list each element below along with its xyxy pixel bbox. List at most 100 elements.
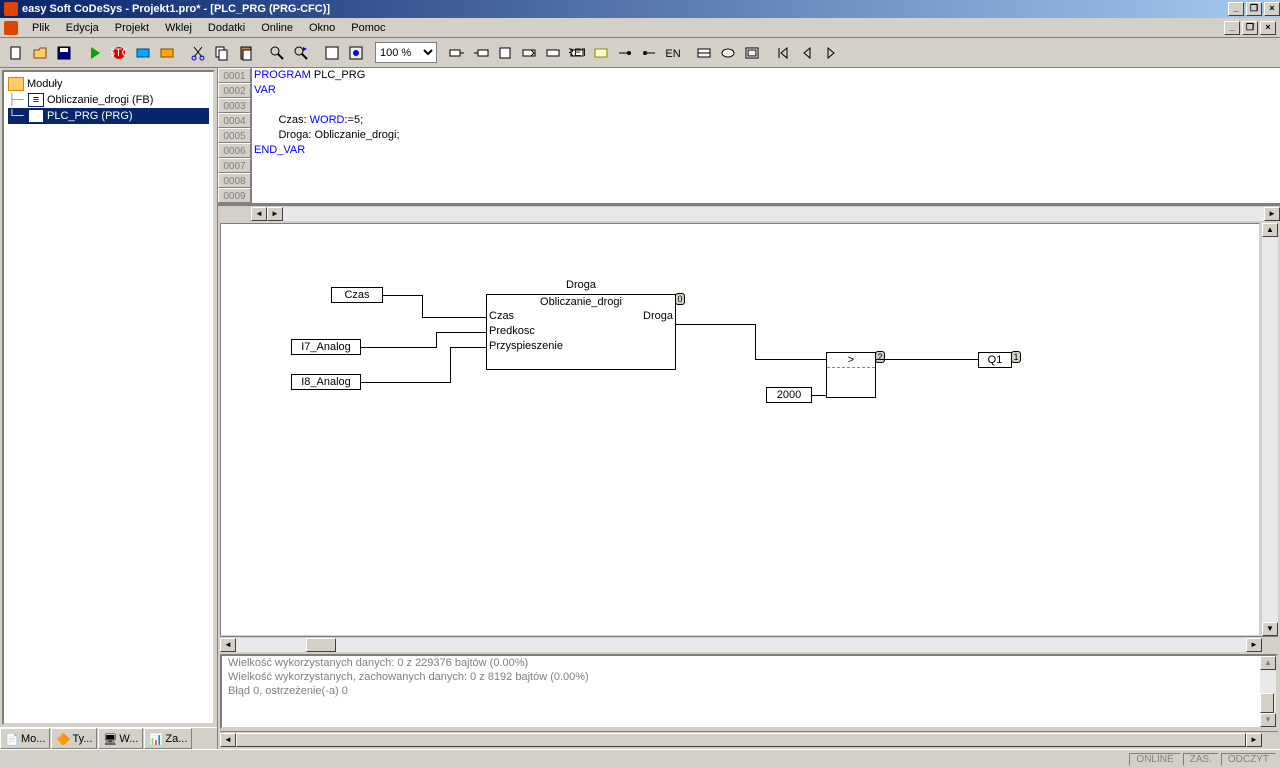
- statusbar: ONLINE ZAS. ODCZYT: [0, 749, 1280, 768]
- tree-item-prg[interactable]: └─ ≡ PLC_PRG (PRG): [8, 108, 209, 124]
- close-button[interactable]: ×: [1264, 2, 1280, 16]
- open-button[interactable]: [28, 42, 51, 64]
- menu-okno[interactable]: Okno: [301, 20, 343, 36]
- scroll-left-button[interactable]: ◄: [220, 638, 236, 652]
- folder-icon: [8, 77, 24, 91]
- fb-seq-2: 2: [875, 351, 885, 363]
- titlebar: easy Soft CoDeSys - Projekt1.pro* - [PLC…: [0, 0, 1280, 18]
- cfc-const-2000[interactable]: 2000: [766, 387, 812, 403]
- cfc-fb-droga[interactable]: Droga 0 Obliczanie_drogi Czas Predkosc P…: [486, 294, 676, 370]
- cfc-input-i7[interactable]: I7_Analog: [291, 339, 361, 355]
- scroll-right2-button[interactable]: ►: [1264, 207, 1280, 221]
- scroll-up-button[interactable]: ▲: [1262, 223, 1278, 237]
- scroll-left-button[interactable]: ◄: [220, 733, 236, 747]
- svg-text:EN: EN: [665, 48, 680, 60]
- stop-button[interactable]: STO: [107, 42, 130, 64]
- cfc-canvas[interactable]: Czas I7_Analog I8_Analog Droga 0 Oblicza…: [220, 223, 1260, 636]
- scroll-down-button[interactable]: ▼: [1260, 713, 1276, 727]
- tree-root-label: Moduły: [27, 78, 62, 90]
- scroll-right-button[interactable]: ►: [267, 207, 283, 221]
- scroll-up-button[interactable]: ▲: [1260, 656, 1276, 670]
- cfc-comment-button[interactable]: [589, 42, 612, 64]
- run-button[interactable]: [83, 42, 106, 64]
- cfc-input-i8[interactable]: I8_Analog: [291, 374, 361, 390]
- cfc-jump-button[interactable]: [517, 42, 540, 64]
- nav-first-button[interactable]: [771, 42, 794, 64]
- code-text[interactable]: PROGRAM PLC_PRG VAR Czas: WORD:=5; Droga…: [252, 68, 1280, 203]
- svg-text:STO: STO: [111, 47, 127, 59]
- menubar: Plik Edycja Projekt Wklej Dodatki Online…: [0, 18, 1280, 38]
- canvas-hscrollbar[interactable]: ◄ ►: [220, 636, 1278, 652]
- cfc-label-button[interactable]: [541, 42, 564, 64]
- canvas-vscrollbar[interactable]: ▲ ▼: [1262, 223, 1278, 636]
- login-button[interactable]: [131, 42, 154, 64]
- sidebar-tab-modules[interactable]: 📄Mo...: [0, 728, 50, 749]
- tree-item-label: Obliczanie_drogi (FB): [47, 94, 153, 106]
- menubar-app-icon: [4, 21, 18, 35]
- scroll-right-button[interactable]: ►: [1246, 638, 1262, 652]
- cfc-neg-button[interactable]: EN: [661, 42, 684, 64]
- cfc-output-button[interactable]: [469, 42, 492, 64]
- modules-icon: 📄: [5, 733, 19, 745]
- scroll-left-button[interactable]: ◄: [251, 207, 267, 221]
- sidebar-tab-resources[interactable]: 📊Za...: [144, 728, 192, 749]
- mdi-minimize-button[interactable]: _: [1224, 21, 1240, 35]
- menu-pomoc[interactable]: Pomoc: [343, 20, 393, 36]
- cfc-set-button[interactable]: [692, 42, 715, 64]
- tool-b-button[interactable]: [344, 42, 367, 64]
- menu-online[interactable]: Online: [253, 20, 301, 36]
- sidebar-tab-visual[interactable]: 🖥W...: [98, 728, 143, 749]
- menu-wklej[interactable]: Wklej: [157, 20, 200, 36]
- tool-a-button[interactable]: [320, 42, 343, 64]
- nav-prev-button[interactable]: [795, 42, 818, 64]
- scroll-down-button[interactable]: ▼: [1262, 622, 1278, 636]
- scroll-right-button[interactable]: ►: [1246, 733, 1262, 747]
- sidebar-tab-types[interactable]: 🔶Ty...: [51, 728, 97, 749]
- tree-item-fb[interactable]: ├─ ≡ Obliczanie_drogi (FB): [8, 92, 209, 108]
- mdi-close-button[interactable]: ×: [1260, 21, 1276, 35]
- nav-next-button[interactable]: [819, 42, 842, 64]
- copy-button[interactable]: [210, 42, 233, 64]
- tree-root-node[interactable]: Moduły: [8, 76, 209, 92]
- cfc-reset-button[interactable]: [716, 42, 739, 64]
- cfc-input-button[interactable]: [445, 42, 468, 64]
- menu-edycja[interactable]: Edycja: [58, 20, 107, 36]
- new-button[interactable]: [4, 42, 27, 64]
- cfc-return-button[interactable]: RET: [565, 42, 588, 64]
- scroll-thumb[interactable]: [306, 638, 336, 652]
- menu-dodatki[interactable]: Dodatki: [200, 20, 253, 36]
- visual-icon: 🖥: [103, 733, 117, 745]
- sidebar: Moduły ├─ ≡ Obliczanie_drogi (FB) └─ ≡ P…: [0, 68, 218, 749]
- menu-projekt[interactable]: Projekt: [107, 20, 157, 36]
- msg-line: Wielkość wykorzystanych danych: 0 z 2293…: [222, 656, 1276, 670]
- cfc-inpin-button[interactable]: [613, 42, 636, 64]
- cfc-box-button[interactable]: [493, 42, 516, 64]
- types-icon: 🔶: [56, 733, 70, 745]
- find-next-button[interactable]: [289, 42, 312, 64]
- save-button[interactable]: [52, 42, 75, 64]
- cfc-input-czas[interactable]: Czas: [331, 287, 383, 303]
- menu-plik[interactable]: Plik: [24, 20, 58, 36]
- title-text: easy Soft CoDeSys - Projekt1.pro* - [PLC…: [22, 3, 1226, 15]
- toolbar: STO 100 % RET EN: [0, 38, 1280, 68]
- find-button[interactable]: [265, 42, 288, 64]
- cfc-gt-box[interactable]: 2 >: [826, 352, 876, 398]
- messages-vscrollbar[interactable]: ▲ ▼: [1260, 656, 1276, 727]
- code-panel[interactable]: 0001 0002 0003 0004 0005 0006 0007 0008 …: [218, 68, 1280, 205]
- code-hscrollbar[interactable]: ◄ ► ►: [218, 205, 1280, 221]
- minimize-button[interactable]: _: [1228, 2, 1244, 16]
- paste-button[interactable]: [234, 42, 257, 64]
- cfc-macro-button[interactable]: [740, 42, 763, 64]
- cut-button[interactable]: [186, 42, 209, 64]
- cfc-output-q1[interactable]: 1 Q1: [978, 352, 1012, 368]
- fb-seq-0: 0: [675, 293, 685, 305]
- mdi-maximize-button[interactable]: ❐: [1242, 21, 1258, 35]
- cfc-outpin-button[interactable]: [637, 42, 660, 64]
- status-zas: ZAS.: [1183, 753, 1219, 766]
- zoom-select[interactable]: 100 %: [375, 42, 437, 63]
- svg-text:RET: RET: [569, 47, 585, 59]
- maximize-button[interactable]: ❐: [1246, 2, 1262, 16]
- sidebar-tabs: 📄Mo... 🔶Ty... 🖥W... 📊Za...: [0, 727, 217, 749]
- messages-hscrollbar[interactable]: ◄ ►: [220, 731, 1278, 747]
- logout-button[interactable]: [155, 42, 178, 64]
